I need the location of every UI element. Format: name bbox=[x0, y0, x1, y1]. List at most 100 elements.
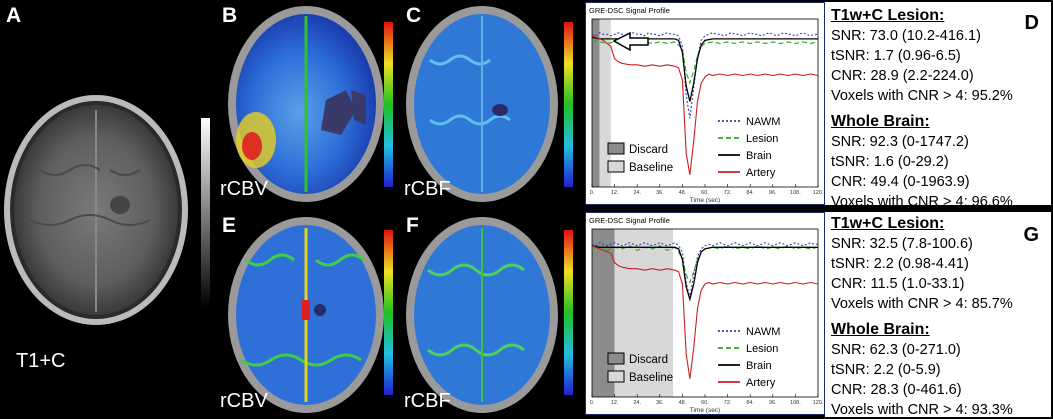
x-tick-label: 0. bbox=[590, 400, 595, 406]
lesion-stat-line: Voxels with CNR > 4: 95.2% bbox=[831, 88, 1013, 104]
lesion-stat-line: tSNR: 2.2 (0.98-4.41) bbox=[831, 256, 969, 272]
shaded-region-baseline bbox=[614, 229, 673, 397]
panel-label-rcbf-top: rCBF bbox=[404, 178, 451, 200]
lesion-heading-g: T1w+C Lesion: bbox=[831, 215, 945, 232]
legend-label-nawm: NAWM bbox=[746, 116, 780, 128]
legend-label-artery: Artery bbox=[746, 167, 776, 179]
legend-box-baseline bbox=[607, 370, 625, 383]
panel-letter-f: F bbox=[406, 214, 419, 237]
series-line-artery bbox=[591, 245, 819, 379]
shaded-region-baseline bbox=[599, 19, 611, 187]
panel-b-rcbv: B rCBV bbox=[216, 0, 400, 207]
lesion-stat-line: Voxels with CNR > 4: 85.7% bbox=[831, 296, 1013, 312]
brain-stat-line: SNR: 62.3 (0-271.0) bbox=[831, 342, 961, 358]
brain-stat-line: tSNR: 1.6 (0-29.2) bbox=[831, 154, 949, 170]
x-axis-label: Time (sec) bbox=[690, 197, 720, 204]
legend-label-brain: Brain bbox=[746, 150, 772, 162]
brain-heading-d: Whole Brain: bbox=[831, 113, 930, 130]
legend-box-discard bbox=[607, 142, 625, 155]
lesion-heading-d: T1w+C Lesion: bbox=[831, 7, 945, 24]
panel-label-rcbv-bottom: rCBV bbox=[220, 390, 268, 412]
lesion-stat-line: tSNR: 1.7 (0.96-6.5) bbox=[831, 48, 961, 64]
legend-label-discard: Discard bbox=[629, 354, 668, 366]
signal-profile-chart-g-svg: GRE-DSC Signal Profile 0. 12. 24. 36. 48. 60. 7… bbox=[589, 216, 824, 414]
x-tick-label: 60. bbox=[701, 190, 709, 196]
legend-box-baseline bbox=[607, 160, 625, 173]
panel-label-rcbv-top: rCBV bbox=[220, 178, 268, 200]
signal-profile-chart-d-svg: GRE-DSC Signal Profile 0. 12. 24. 36. 48. 60. 7… bbox=[589, 6, 824, 204]
x-tick-label: 12. bbox=[611, 190, 619, 196]
brain-stat-line: Voxels with CNR > 4: 93.3% bbox=[831, 402, 1013, 417]
brain-heading-g: Whole Brain: bbox=[831, 321, 930, 338]
x-tick-label: 96. bbox=[769, 400, 777, 406]
panel-a-t1c: A T1+C bbox=[0, 0, 216, 419]
x-tick-label: 24. bbox=[633, 400, 641, 406]
legend-label-baseline: Baseline bbox=[629, 372, 673, 384]
rcbv-colorbar-bottom bbox=[384, 230, 393, 395]
stats-panel-g: T1w+C Lesion: SNR: 32.5 (7.8-100.6) tSNR… bbox=[825, 212, 1051, 417]
panel-letter-a: A bbox=[6, 4, 22, 27]
x-tick-label: 72. bbox=[724, 400, 732, 406]
panel-letter-g: G bbox=[1023, 224, 1039, 246]
legend-label-nawm: NAWM bbox=[746, 326, 780, 338]
panel-letter-b: B bbox=[222, 4, 238, 27]
x-tick-label: 72. bbox=[724, 190, 732, 196]
panel-letter-c: C bbox=[406, 4, 422, 27]
legend-label-discard: Discard bbox=[629, 144, 668, 156]
signal-profile-chart-d: GRE-DSC Signal Profile 0. 12. 24. 36. 48. 60. 7… bbox=[585, 2, 825, 205]
rcbf-colorbar-top bbox=[564, 22, 573, 187]
legend-label-artery: Artery bbox=[746, 377, 776, 389]
legend-label-lesion: Lesion bbox=[746, 133, 778, 145]
panel-e-rcbv: E rCBV bbox=[216, 210, 400, 419]
brain-stat-line: Voxels with CNR > 4: 96.6% bbox=[831, 194, 1013, 205]
stats-panel-d: T1w+C Lesion: SNR: 73.0 (10.2-416.1) tSN… bbox=[825, 2, 1051, 205]
chart-title: GRE-DSC Signal Profile bbox=[589, 6, 670, 15]
panel-c-rcbf: C rCBF bbox=[400, 0, 580, 207]
shaded-region-discard bbox=[592, 19, 600, 187]
annotation-arrow-icon bbox=[612, 31, 649, 52]
brain-stat-line: CNR: 28.3 (0-461.6) bbox=[831, 382, 962, 398]
x-tick-label: 48. bbox=[679, 400, 687, 406]
legend-label-brain: Brain bbox=[746, 360, 772, 372]
x-tick-label: 84. bbox=[746, 400, 754, 406]
x-tick-label: 108. bbox=[790, 400, 801, 406]
legend-label-lesion: Lesion bbox=[746, 343, 778, 355]
panel-f-rcbf: F rCBF bbox=[400, 210, 580, 419]
x-tick-label: 48. bbox=[679, 190, 687, 196]
x-tick-label: 120. bbox=[813, 190, 824, 196]
lesion-stat-line: CNR: 28.9 (2.2-224.0) bbox=[831, 68, 974, 84]
brain-stat-line: CNR: 49.4 (0-1963.9) bbox=[831, 174, 970, 190]
rcbv-map-top bbox=[228, 6, 384, 202]
panel-label-rcbf-bottom: rCBF bbox=[404, 390, 451, 412]
signal-profile-chart-g: GRE-DSC Signal Profile 0. 12. 24. 36. 48. 60. 7… bbox=[585, 212, 825, 415]
series-line-nawm bbox=[591, 242, 818, 298]
x-tick-label: 84. bbox=[746, 190, 754, 196]
x-tick-label: 108. bbox=[790, 190, 801, 196]
rcbf-map-top bbox=[406, 6, 558, 202]
rcbv-map-bottom bbox=[228, 217, 384, 413]
legend-label-baseline: Baseline bbox=[629, 162, 673, 174]
chart-title: GRE-DSC Signal Profile bbox=[589, 216, 670, 225]
t1c-brain-image bbox=[4, 95, 188, 325]
x-tick-label: 36. bbox=[656, 400, 664, 406]
lesion-stat-line: SNR: 32.5 (7.8-100.6) bbox=[831, 236, 973, 252]
x-tick-label: 12. bbox=[611, 400, 619, 406]
rcbf-colorbar-bottom bbox=[564, 230, 573, 395]
x-axis-label: Time (sec) bbox=[690, 407, 720, 414]
x-tick-label: 0. bbox=[590, 190, 595, 196]
x-tick-label: 96. bbox=[769, 190, 777, 196]
panel-label-t1c: T1+C bbox=[16, 350, 66, 372]
lesion-stat-line: CNR: 11.5 (1.0-33.1) bbox=[831, 276, 965, 292]
rcbv-colorbar-top bbox=[384, 22, 393, 187]
rcbf-map-bottom bbox=[406, 217, 558, 413]
series-line-brain bbox=[591, 245, 818, 302]
grayscale-colorbar bbox=[201, 118, 210, 308]
x-tick-label: 60. bbox=[701, 400, 709, 406]
legend-box-discard bbox=[607, 352, 625, 365]
x-tick-label: 36. bbox=[656, 190, 664, 196]
series-line-artery bbox=[591, 35, 819, 175]
panel-letter-e: E bbox=[222, 214, 237, 237]
x-tick-label: 120. bbox=[813, 400, 824, 406]
x-tick-label: 24. bbox=[633, 190, 641, 196]
brain-stat-line: tSNR: 2.2 (0-5.9) bbox=[831, 362, 941, 378]
